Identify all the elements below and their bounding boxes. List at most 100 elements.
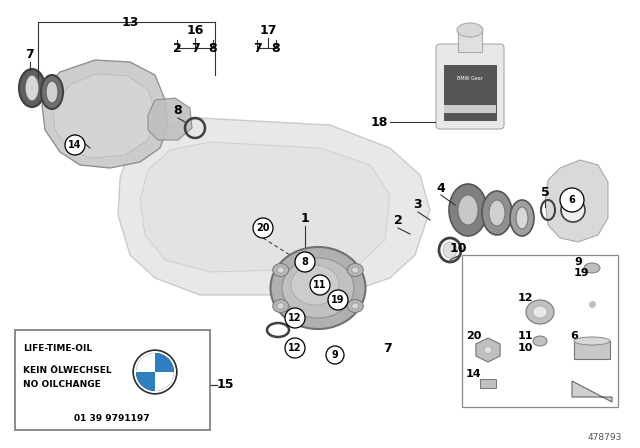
Text: 478793: 478793	[588, 433, 622, 442]
Text: 1: 1	[301, 211, 309, 224]
Text: 12: 12	[288, 343, 301, 353]
Bar	[458, 32, 482, 52]
Text: NO OILCHANGE: NO OILCHANGE	[23, 380, 100, 389]
Text: 11: 11	[313, 280, 327, 290]
Ellipse shape	[510, 200, 534, 236]
Text: 17: 17	[259, 23, 276, 36]
Polygon shape	[118, 118, 430, 295]
Circle shape	[328, 290, 348, 310]
Bar	[462, 255, 618, 407]
Ellipse shape	[273, 300, 289, 313]
Polygon shape	[148, 98, 192, 140]
Text: 8: 8	[272, 42, 280, 55]
Text: 2: 2	[394, 214, 403, 227]
Ellipse shape	[291, 265, 339, 305]
Text: 4: 4	[436, 181, 445, 194]
Ellipse shape	[41, 75, 63, 109]
Ellipse shape	[46, 81, 58, 103]
Text: 16: 16	[186, 23, 204, 36]
Text: 8: 8	[173, 103, 182, 116]
Text: 15: 15	[216, 379, 234, 392]
Polygon shape	[572, 381, 612, 402]
Ellipse shape	[482, 191, 512, 235]
Text: KEIN ÖLWECHSEL: KEIN ÖLWECHSEL	[23, 366, 111, 375]
Ellipse shape	[574, 337, 610, 345]
Wedge shape	[136, 372, 155, 391]
Wedge shape	[155, 372, 174, 391]
Text: 20: 20	[256, 223, 269, 233]
Text: 13: 13	[122, 16, 139, 29]
Wedge shape	[155, 353, 174, 372]
Circle shape	[285, 308, 305, 328]
Text: 18: 18	[371, 116, 388, 129]
Text: 7: 7	[26, 48, 35, 61]
Circle shape	[560, 188, 584, 212]
Ellipse shape	[348, 300, 364, 313]
Ellipse shape	[277, 267, 284, 273]
Ellipse shape	[277, 303, 284, 309]
Polygon shape	[53, 74, 155, 158]
Ellipse shape	[282, 258, 354, 318]
Text: 6: 6	[568, 195, 575, 205]
Ellipse shape	[458, 195, 478, 225]
Ellipse shape	[25, 75, 39, 101]
Circle shape	[285, 338, 305, 358]
Ellipse shape	[457, 23, 483, 37]
Text: 8: 8	[209, 42, 218, 55]
Text: 14: 14	[466, 369, 482, 379]
Ellipse shape	[533, 336, 547, 346]
Text: LIFE-TIME-OIL: LIFE-TIME-OIL	[23, 344, 92, 353]
Circle shape	[253, 218, 273, 238]
Ellipse shape	[273, 263, 289, 276]
Polygon shape	[476, 338, 500, 362]
Circle shape	[326, 346, 344, 364]
Text: 9: 9	[574, 257, 582, 267]
Bar	[574, 341, 610, 359]
Text: 6: 6	[570, 331, 578, 341]
Text: 11: 11	[518, 331, 534, 341]
Circle shape	[561, 198, 585, 222]
Polygon shape	[42, 60, 168, 168]
Ellipse shape	[484, 346, 492, 353]
Bar	[480, 379, 496, 388]
Text: 12: 12	[288, 313, 301, 323]
Ellipse shape	[352, 303, 359, 309]
Ellipse shape	[352, 267, 359, 273]
Text: 01 39 9791197: 01 39 9791197	[74, 414, 150, 423]
FancyBboxPatch shape	[436, 44, 504, 129]
Text: 2: 2	[173, 42, 181, 55]
Polygon shape	[140, 142, 390, 272]
Ellipse shape	[348, 263, 364, 276]
Text: BMW Gear: BMW Gear	[457, 76, 483, 81]
Text: 5: 5	[541, 185, 549, 198]
Ellipse shape	[489, 200, 505, 226]
Ellipse shape	[526, 300, 554, 324]
Text: 12: 12	[518, 293, 534, 303]
Ellipse shape	[19, 69, 45, 107]
Text: 8: 8	[301, 257, 308, 267]
Ellipse shape	[533, 306, 547, 318]
Circle shape	[65, 135, 85, 155]
Text: 7: 7	[191, 42, 200, 55]
Bar	[444, 65, 496, 120]
Circle shape	[133, 350, 177, 394]
Ellipse shape	[584, 263, 600, 273]
Text: 14: 14	[68, 140, 82, 150]
Text: 19: 19	[332, 295, 345, 305]
Text: 7: 7	[253, 42, 261, 55]
Wedge shape	[136, 353, 155, 372]
Text: 9: 9	[332, 350, 339, 360]
Ellipse shape	[443, 242, 457, 258]
Text: 19: 19	[574, 268, 589, 278]
Text: 3: 3	[413, 198, 422, 211]
Text: 10: 10	[449, 241, 467, 254]
Text: 20: 20	[466, 331, 481, 341]
Circle shape	[295, 252, 315, 272]
Ellipse shape	[449, 184, 487, 236]
Polygon shape	[545, 160, 608, 242]
Text: 10: 10	[518, 343, 533, 353]
Ellipse shape	[271, 247, 365, 329]
Text: 7: 7	[383, 341, 392, 354]
Ellipse shape	[516, 207, 528, 229]
Bar	[444, 105, 496, 113]
